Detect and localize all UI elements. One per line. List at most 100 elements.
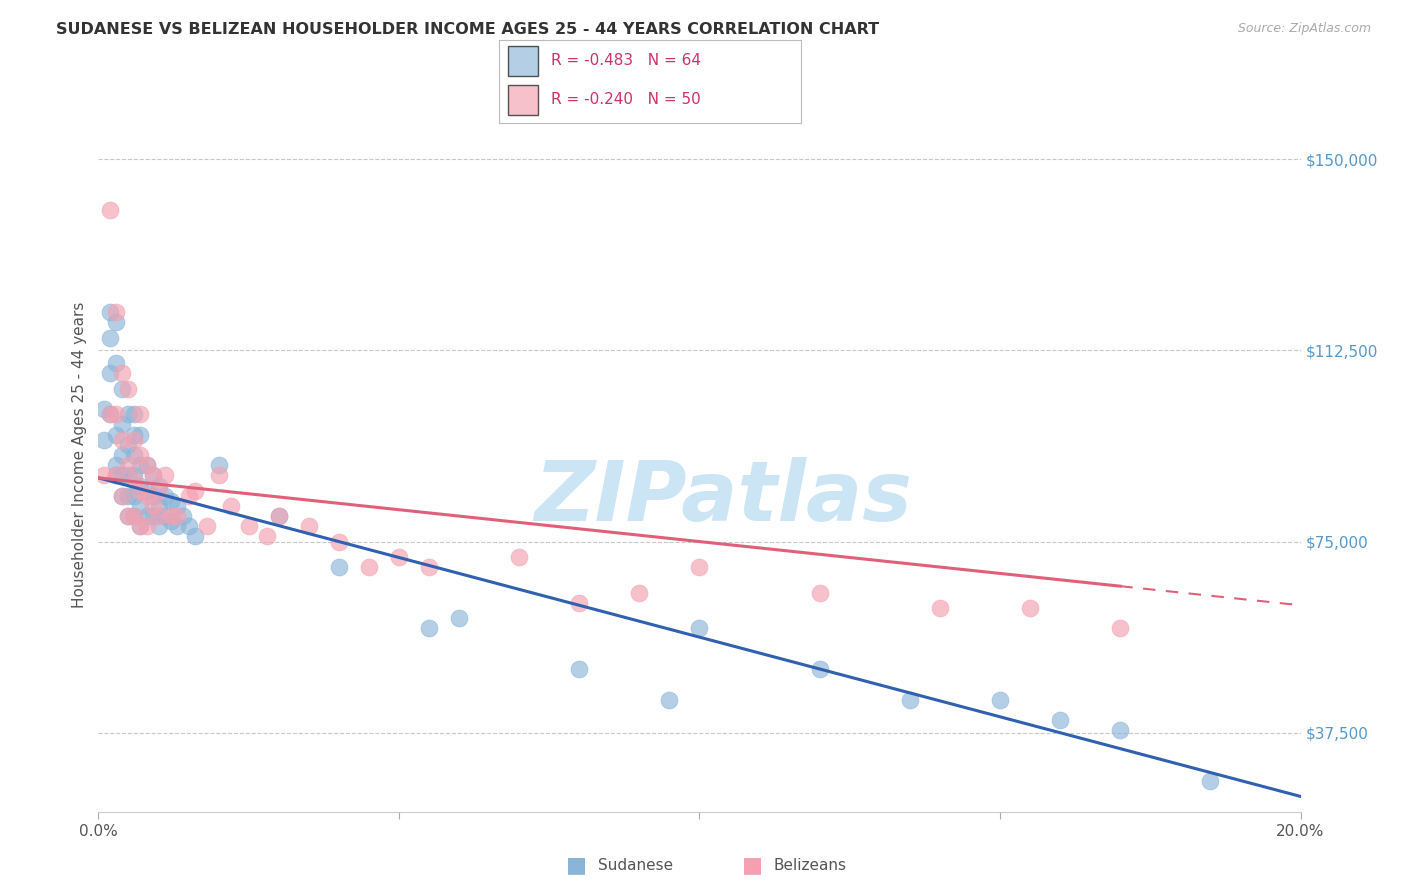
Point <box>117 407 139 421</box>
Point <box>105 407 128 421</box>
Point <box>124 489 146 503</box>
Point <box>153 468 176 483</box>
Point <box>117 382 139 396</box>
Point <box>100 203 122 218</box>
Point <box>267 509 290 524</box>
Point <box>124 509 146 524</box>
Point <box>124 468 146 483</box>
Point <box>135 483 157 498</box>
Text: Belizeans: Belizeans <box>773 858 846 872</box>
Point <box>628 585 651 599</box>
Y-axis label: Householder Income Ages 25 - 44 years: Householder Income Ages 25 - 44 years <box>72 301 87 608</box>
Point <box>153 509 176 524</box>
Point <box>111 448 134 462</box>
Point <box>183 483 205 498</box>
Point <box>172 509 194 524</box>
Point <box>111 417 134 432</box>
Point <box>100 305 122 319</box>
Point <box>688 560 710 574</box>
Point <box>105 458 128 472</box>
Point <box>159 493 181 508</box>
Point <box>111 489 134 503</box>
FancyBboxPatch shape <box>508 85 538 115</box>
Point <box>166 499 188 513</box>
Point <box>117 509 139 524</box>
Point <box>105 427 128 442</box>
Point <box>166 509 188 524</box>
Point <box>447 611 470 625</box>
Point <box>93 402 115 417</box>
Point <box>195 519 218 533</box>
Point <box>1199 774 1222 789</box>
Point <box>388 549 411 564</box>
Point <box>568 662 591 676</box>
FancyBboxPatch shape <box>508 46 538 76</box>
Point <box>898 692 921 706</box>
Point <box>111 382 134 396</box>
Point <box>129 458 152 472</box>
Point <box>111 489 134 503</box>
Point <box>688 621 710 635</box>
Point <box>105 468 128 483</box>
Point <box>141 468 163 483</box>
Point <box>111 468 134 483</box>
Point <box>135 519 157 533</box>
Point <box>100 407 122 421</box>
Point <box>219 499 242 513</box>
Point <box>105 315 128 329</box>
Point <box>208 468 231 483</box>
Point <box>117 509 139 524</box>
Point <box>988 692 1011 706</box>
Point <box>166 519 188 533</box>
Point <box>508 549 530 564</box>
Point <box>148 519 170 533</box>
Point <box>238 519 260 533</box>
Point <box>267 509 290 524</box>
Point <box>141 489 163 503</box>
Text: Source: ZipAtlas.com: Source: ZipAtlas.com <box>1237 22 1371 36</box>
Point <box>1109 723 1132 738</box>
Point <box>124 433 146 447</box>
Text: R = -0.240   N = 50: R = -0.240 N = 50 <box>551 93 700 107</box>
Point <box>117 489 139 503</box>
Point <box>808 662 831 676</box>
Point <box>1049 713 1071 727</box>
Point <box>129 519 152 533</box>
Point <box>100 367 122 381</box>
Point <box>124 407 146 421</box>
Point <box>328 560 350 574</box>
Text: ■: ■ <box>567 855 586 875</box>
Text: R = -0.483   N = 64: R = -0.483 N = 64 <box>551 54 700 69</box>
Point <box>124 448 146 462</box>
Point <box>93 433 115 447</box>
Point <box>141 468 163 483</box>
Point <box>129 519 152 533</box>
Point <box>105 468 128 483</box>
Text: Sudanese: Sudanese <box>598 858 672 872</box>
Point <box>148 499 170 513</box>
Point <box>129 448 152 462</box>
Point <box>93 468 115 483</box>
Text: SUDANESE VS BELIZEAN HOUSEHOLDER INCOME AGES 25 - 44 YEARS CORRELATION CHART: SUDANESE VS BELIZEAN HOUSEHOLDER INCOME … <box>56 22 879 37</box>
Point <box>111 367 134 381</box>
Point <box>129 427 152 442</box>
Point <box>105 356 128 370</box>
Point <box>357 560 380 574</box>
Point <box>105 305 128 319</box>
Point <box>929 600 952 615</box>
Point <box>148 509 170 524</box>
Point <box>129 499 152 513</box>
Point <box>1019 600 1042 615</box>
Point <box>208 458 231 472</box>
Point <box>124 509 146 524</box>
Point <box>135 489 157 503</box>
Point <box>135 458 157 472</box>
Point <box>328 534 350 549</box>
Point <box>177 519 200 533</box>
Point <box>177 489 200 503</box>
Point <box>153 489 176 503</box>
Point <box>129 478 152 492</box>
Point <box>658 692 681 706</box>
Text: ■: ■ <box>742 855 762 875</box>
Point <box>256 529 278 543</box>
